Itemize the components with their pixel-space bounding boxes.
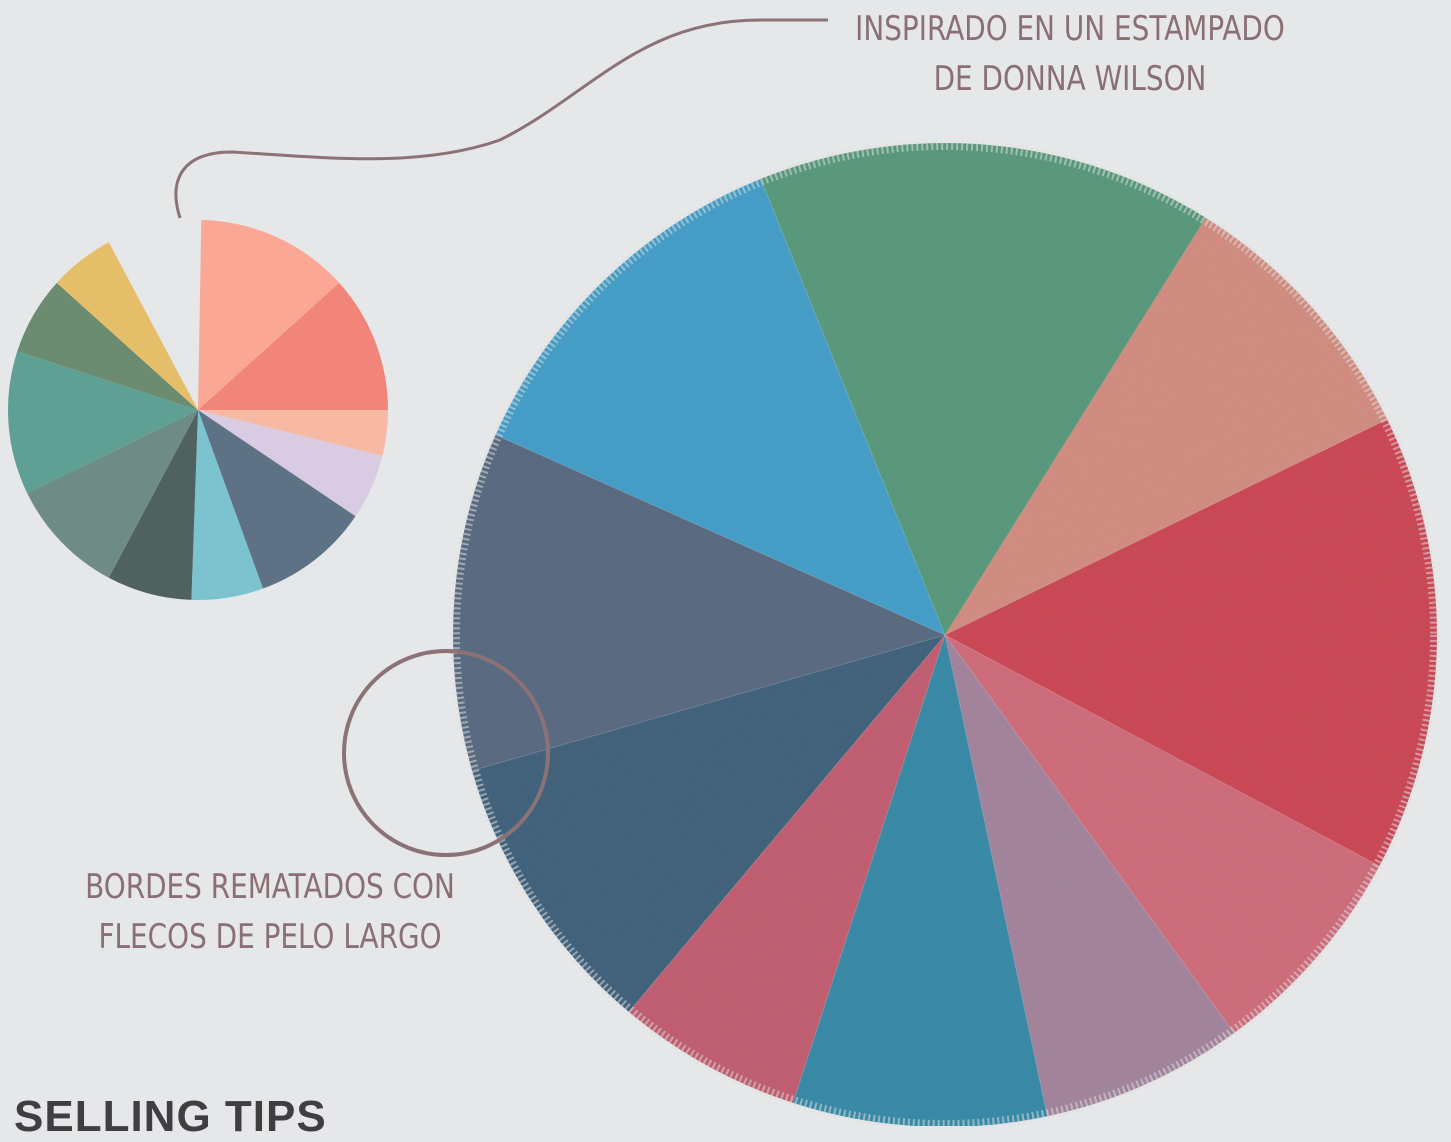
swatch-slice xyxy=(108,410,198,600)
swatch-slice xyxy=(27,410,199,578)
swatch-slice xyxy=(56,242,198,410)
swatch-slice xyxy=(198,220,340,410)
top-callout-line2: DE DONNA WILSON xyxy=(933,59,1207,99)
rug-fringe xyxy=(450,140,1440,1126)
section-heading: SELLING TIPS xyxy=(14,1092,327,1141)
swatch-slice xyxy=(17,282,199,410)
rug-slice xyxy=(628,634,946,1104)
swatch-slice xyxy=(198,410,356,589)
bottom-callout-text: BORDES REMATADOS CON FLECOS DE PELO LARG… xyxy=(32,862,508,962)
swatch-slice xyxy=(191,410,263,601)
bottom-callout-line2: FLECOS DE PELO LARGO xyxy=(98,917,442,957)
bottom-callout-line1: BORDES REMATADOS CON xyxy=(85,867,455,907)
swatch-slice xyxy=(198,282,388,410)
swatch-slice xyxy=(7,351,198,494)
pattern-swatch xyxy=(7,220,388,601)
rug-image xyxy=(450,140,1440,1126)
top-callout-line1: INSPIRADO EN UN ESTAMPADO xyxy=(855,9,1285,49)
top-callout-text: INSPIRADO EN UN ESTAMPADO DE DONNA WILSO… xyxy=(816,4,1324,104)
top-callout-connector xyxy=(174,18,828,219)
swatch-slice xyxy=(198,410,383,517)
fringe-detail-circle xyxy=(342,649,550,857)
swatch-slice xyxy=(198,410,388,456)
